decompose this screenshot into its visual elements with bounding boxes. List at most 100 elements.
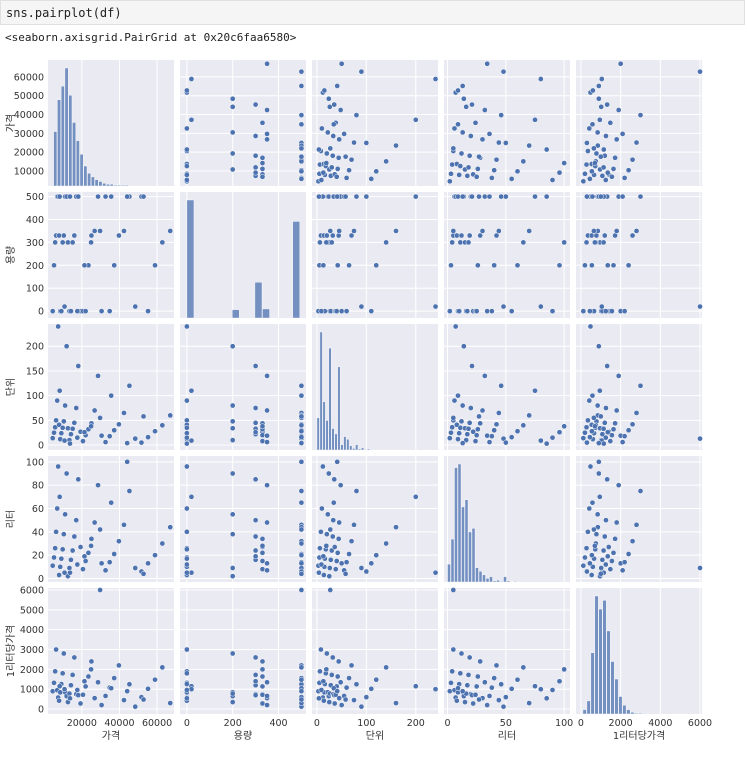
x-tick-label: 200 bbox=[407, 718, 425, 729]
scatter-point bbox=[95, 193, 101, 200]
scatter-point bbox=[108, 685, 115, 692]
scatter-point bbox=[609, 308, 615, 314]
scatter-point bbox=[184, 177, 190, 183]
scatter-point bbox=[598, 303, 605, 310]
scatter-point bbox=[346, 262, 352, 269]
scatter-point bbox=[452, 323, 459, 330]
scatter-point bbox=[607, 119, 614, 126]
scatter-point bbox=[259, 173, 266, 180]
scatter-point bbox=[252, 419, 259, 426]
scatter-point bbox=[458, 232, 465, 239]
scatter-point bbox=[298, 587, 305, 593]
scatter-point bbox=[327, 228, 334, 234]
scatter-point bbox=[610, 549, 617, 556]
scatter-point bbox=[463, 103, 470, 110]
scatter-point bbox=[229, 470, 236, 477]
cell-output: <seaborn.axisgrid.PairGrid at 0x20c6faa6… bbox=[5, 31, 297, 44]
scatter-point bbox=[465, 164, 472, 171]
scatter-point bbox=[298, 440, 305, 446]
scatter-point bbox=[486, 131, 493, 137]
scatter-point bbox=[449, 161, 456, 168]
scatter-point bbox=[543, 146, 550, 153]
scatter-point bbox=[526, 412, 533, 419]
panel-bg bbox=[180, 324, 306, 450]
scatter-point bbox=[583, 161, 590, 168]
scatter-point bbox=[599, 431, 606, 438]
scatter-point bbox=[330, 133, 337, 139]
scatter-point bbox=[432, 686, 439, 693]
x-tick-label: 0 bbox=[578, 718, 584, 729]
scatter-point bbox=[188, 76, 195, 82]
scatter-point bbox=[188, 493, 195, 500]
scatter-point bbox=[604, 476, 611, 483]
panel-bg bbox=[444, 192, 570, 318]
scatter-point bbox=[495, 410, 502, 416]
scatter-point bbox=[459, 129, 466, 136]
scatter-point bbox=[368, 308, 375, 314]
scatter-point bbox=[591, 145, 597, 152]
scatter-point bbox=[55, 463, 62, 470]
scatter-point bbox=[393, 142, 399, 149]
scatter-point bbox=[556, 169, 563, 176]
scatter-point bbox=[594, 142, 601, 149]
scatter-point bbox=[456, 430, 463, 437]
scatter-point bbox=[333, 173, 340, 180]
scatter-point bbox=[580, 308, 587, 314]
scatter-point bbox=[259, 558, 266, 564]
scatter-point bbox=[514, 262, 521, 269]
scatter-point bbox=[106, 559, 113, 566]
histogram-bar bbox=[87, 173, 91, 187]
scatter-point bbox=[508, 308, 515, 314]
scatter-point bbox=[252, 169, 259, 176]
scatter-point bbox=[298, 153, 305, 160]
scatter-point bbox=[599, 172, 606, 179]
scatter-point bbox=[629, 156, 636, 163]
scatter-point bbox=[259, 160, 266, 166]
scatter-point bbox=[62, 511, 68, 518]
histogram-bar bbox=[602, 600, 607, 715]
scatter-point bbox=[252, 672, 259, 678]
scatter-point bbox=[351, 228, 357, 234]
scatter-point bbox=[328, 672, 335, 678]
scatter-point bbox=[342, 193, 349, 200]
scatter-point bbox=[582, 170, 588, 177]
scatter-point bbox=[264, 482, 270, 489]
scatter-point bbox=[615, 107, 622, 113]
histogram-bar bbox=[91, 176, 95, 187]
y-tick-label: 2000 bbox=[20, 665, 44, 676]
scatter-point bbox=[588, 572, 595, 578]
scatter-point bbox=[358, 303, 365, 310]
scatter-point bbox=[549, 434, 556, 441]
x-tick-label: 0 bbox=[314, 718, 320, 729]
histogram-bar bbox=[68, 95, 73, 187]
x-tick-label: 400 bbox=[269, 718, 287, 729]
scatter-point bbox=[124, 193, 131, 200]
scatter-point bbox=[124, 688, 131, 695]
histogram-bar bbox=[492, 580, 497, 583]
scatter-point bbox=[259, 658, 266, 665]
scatter-point bbox=[75, 193, 82, 200]
scatter-point bbox=[697, 565, 703, 571]
scatter-point bbox=[252, 517, 259, 524]
histogram-bar bbox=[343, 436, 347, 451]
scatter-point bbox=[595, 458, 602, 465]
scatter-point bbox=[604, 262, 611, 269]
scatter-point bbox=[298, 560, 305, 567]
scatter-point bbox=[589, 121, 596, 128]
scatter-point bbox=[264, 567, 270, 574]
scatter-point bbox=[252, 533, 259, 540]
scatter-point bbox=[465, 672, 472, 678]
scatter-point bbox=[619, 193, 626, 200]
scatter-point bbox=[88, 542, 94, 549]
scatter-point bbox=[337, 482, 344, 489]
scatter-point bbox=[464, 431, 471, 438]
scatter-point bbox=[589, 552, 595, 559]
scatter-point bbox=[51, 679, 57, 686]
scatter-point bbox=[252, 429, 259, 436]
scatter-point bbox=[619, 131, 626, 137]
code-cell[interactable]: sns.pairplot(df) bbox=[0, 0, 745, 25]
scatter-point bbox=[229, 166, 236, 173]
scatter-point bbox=[363, 568, 370, 575]
scatter-point bbox=[336, 228, 343, 234]
scatter-point bbox=[316, 695, 322, 702]
